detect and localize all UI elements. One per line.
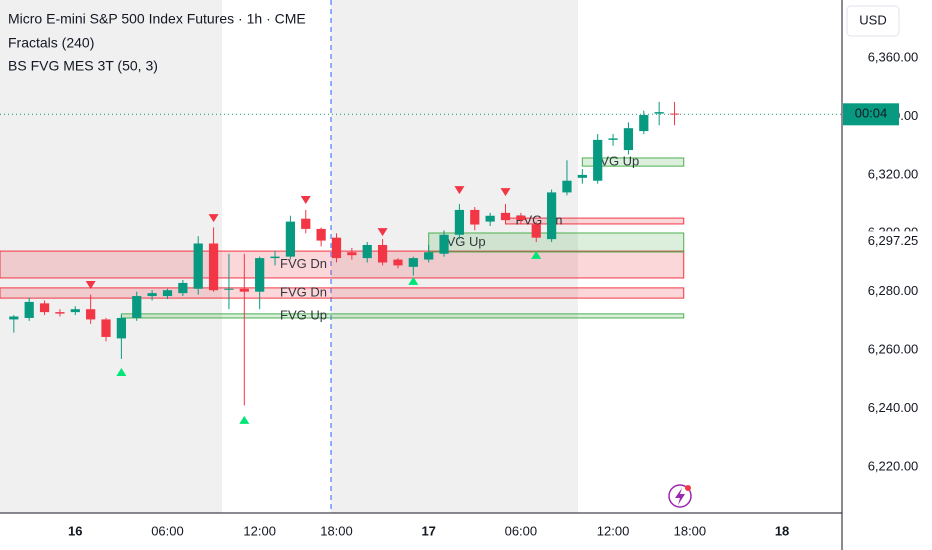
candle-body bbox=[654, 112, 664, 114]
y-tick-label: 6,240.00 bbox=[868, 400, 919, 415]
candle-body bbox=[316, 228, 326, 241]
candle-body bbox=[531, 224, 541, 238]
x-tick-label: 12:00 bbox=[243, 523, 276, 538]
candle-body bbox=[270, 256, 280, 259]
fvg-label: FVG Up bbox=[280, 307, 327, 322]
x-tick-label: 06:00 bbox=[505, 523, 538, 538]
last-price-box bbox=[843, 103, 899, 126]
fractal-down bbox=[500, 188, 511, 197]
fractal-down bbox=[454, 186, 465, 195]
candle-body bbox=[439, 234, 449, 254]
y-tick-label: 6,260.00 bbox=[868, 342, 919, 357]
indicator-label: BS FVG MES 3T (50, 3) bbox=[8, 58, 158, 74]
x-tick-label: 16 bbox=[68, 523, 82, 538]
candle-body bbox=[608, 138, 618, 140]
candle-body bbox=[116, 317, 126, 339]
candle-body bbox=[224, 288, 234, 290]
candle-body bbox=[623, 128, 634, 151]
candle-body bbox=[132, 296, 142, 318]
session-shade bbox=[0, 0, 222, 513]
candle-body bbox=[193, 243, 203, 289]
x-tick-label: 17 bbox=[421, 523, 435, 538]
fvg-zone bbox=[0, 287, 685, 299]
candle-body bbox=[178, 282, 188, 294]
candle-body bbox=[70, 309, 80, 313]
price-marker-bg bbox=[844, 231, 932, 252]
candle-body bbox=[408, 258, 418, 267]
price-marker-label: 6,297.25 bbox=[868, 233, 919, 248]
candle-body bbox=[470, 209, 480, 225]
candle-body bbox=[24, 301, 34, 318]
candle-body bbox=[331, 237, 342, 259]
candle-body bbox=[577, 174, 587, 178]
fractal-down bbox=[377, 228, 388, 237]
candle-body bbox=[485, 215, 495, 222]
y-tick-label: 6,220.00 bbox=[868, 458, 919, 473]
candle-body bbox=[301, 218, 311, 229]
fvg-zone bbox=[581, 157, 685, 167]
candle-body bbox=[9, 316, 19, 320]
candle-body bbox=[516, 215, 526, 221]
candle-body bbox=[546, 192, 557, 240]
candle-body bbox=[208, 243, 219, 291]
countdown: 00:04 bbox=[855, 106, 888, 121]
fvg-label: FVG Dn bbox=[280, 256, 327, 271]
candle-body bbox=[285, 221, 296, 257]
fractal-up bbox=[408, 276, 419, 285]
x-tick-label: 18 bbox=[775, 523, 789, 538]
candle-body bbox=[377, 244, 388, 263]
candle-body bbox=[255, 258, 265, 292]
candle-body bbox=[562, 180, 572, 193]
fractal-down bbox=[208, 214, 219, 223]
fractal-down bbox=[300, 196, 311, 205]
candle-body bbox=[393, 259, 403, 266]
fvg-label: FVG Up bbox=[592, 153, 639, 168]
candle-body bbox=[162, 290, 173, 297]
candle-body bbox=[454, 209, 465, 235]
chart-title: Micro E-mini S&P 500 Index Futures · 1h … bbox=[8, 11, 306, 27]
candle-body bbox=[669, 113, 680, 115]
candle-body bbox=[639, 115, 649, 132]
candle-body bbox=[147, 293, 157, 297]
x-tick-label: 18:00 bbox=[674, 523, 707, 538]
currency-button[interactable] bbox=[846, 5, 900, 37]
candle-body bbox=[347, 252, 357, 256]
candle-body bbox=[593, 139, 603, 181]
fractal-up bbox=[531, 250, 542, 259]
candle-body bbox=[362, 244, 372, 259]
fractal-up bbox=[116, 367, 127, 376]
fvg-label: FVG Dn bbox=[280, 284, 327, 299]
candle-body bbox=[86, 309, 96, 320]
candle-body bbox=[39, 303, 50, 313]
candle-body bbox=[55, 312, 65, 314]
flash-icon[interactable] bbox=[668, 484, 692, 508]
x-tick-label: 18:00 bbox=[320, 523, 353, 538]
currency[interactable]: USD bbox=[859, 12, 886, 27]
candle-body bbox=[239, 288, 249, 292]
candle-body bbox=[424, 252, 434, 260]
fractal-up bbox=[239, 415, 250, 424]
y-tick-label: 6,360.00 bbox=[868, 50, 919, 65]
candle-body bbox=[101, 319, 111, 337]
x-tick-label: 06:00 bbox=[151, 523, 184, 538]
fvg-label: FVG Up bbox=[439, 234, 486, 249]
y-tick-label: 6,280.00 bbox=[868, 283, 919, 298]
indicator-label: Fractals (240) bbox=[8, 35, 94, 51]
fvg-zone bbox=[0, 250, 685, 279]
fvg-zone bbox=[120, 313, 685, 319]
fractal-down bbox=[85, 280, 96, 289]
y-tick-label: 6,320.00 bbox=[868, 166, 919, 181]
x-tick-label: 12:00 bbox=[597, 523, 630, 538]
candle-body bbox=[500, 212, 511, 221]
